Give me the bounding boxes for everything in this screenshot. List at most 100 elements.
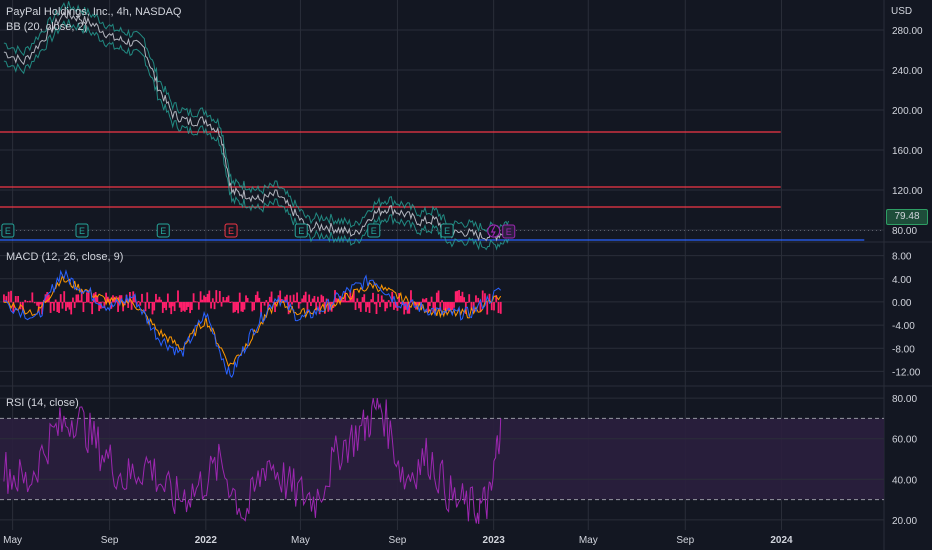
macd-histogram-bar <box>222 297 225 303</box>
macd-indicator-label[interactable]: MACD (12, 26, close, 9) <box>6 251 124 263</box>
macd-histogram-bar <box>453 301 455 308</box>
macd-histogram-bar <box>299 301 302 304</box>
macd-histogram-bar <box>240 301 243 312</box>
macd-histogram-bar <box>466 301 469 303</box>
macd-histogram-bar <box>161 301 164 313</box>
macd-histogram-bar <box>3 294 5 303</box>
macd-histogram-bar <box>112 295 114 303</box>
macd-histogram-bar <box>427 301 429 312</box>
macd-histogram-bar <box>230 301 233 303</box>
earnings-badge-box <box>294 223 308 238</box>
macd-histogram-bar <box>413 301 416 306</box>
macd-histogram-bar <box>79 300 81 303</box>
macd-tick-label: -8.00 <box>892 344 915 355</box>
macd-histogram-bar <box>449 301 452 311</box>
macd-histogram-bar <box>46 292 49 303</box>
macd-histogram-bar <box>459 295 462 303</box>
macd-histogram-bar <box>101 301 104 303</box>
macd-histogram-bar <box>218 291 221 303</box>
macd-histogram-bar <box>456 290 459 303</box>
macd-histogram-bar <box>446 301 449 310</box>
macd-histogram-bar <box>370 299 373 303</box>
macd-histogram-bar <box>59 294 62 303</box>
earnings-badge-text: E <box>506 227 512 237</box>
macd-histogram-bar <box>173 301 176 312</box>
macd-histogram-bar <box>105 292 108 303</box>
macd-histogram-bar <box>311 298 314 303</box>
macd-histogram-bar <box>192 293 195 303</box>
rsi-indicator-label[interactable]: RSI (14, close) <box>6 397 79 409</box>
x-tick-label: May <box>579 535 598 546</box>
macd-histogram-bar <box>406 301 409 314</box>
macd-histogram-bar <box>26 301 29 303</box>
macd-histogram-bar <box>289 295 292 303</box>
macd-histogram-bar <box>87 290 90 303</box>
earnings-badge[interactable]: E <box>156 223 170 238</box>
macd-histogram-bar <box>208 290 211 303</box>
earnings-badge[interactable]: E <box>1 223 15 238</box>
macd-histogram-bar <box>377 293 380 303</box>
macd-histogram-bar <box>245 295 247 303</box>
macd-histogram-bar <box>156 299 159 303</box>
macd-histogram-bar <box>113 298 116 303</box>
macd-histogram-bar <box>137 300 140 303</box>
earnings-badge[interactable]: E <box>367 223 381 238</box>
x-tick-label: Sep <box>101 535 119 546</box>
macd-histogram-bar <box>477 297 480 303</box>
earnings-badge[interactable]: E <box>224 223 238 238</box>
macd-tick-label: -12.00 <box>892 367 921 378</box>
macd-histogram-bar <box>94 291 97 303</box>
earnings-badge-box <box>75 223 89 238</box>
symbol-title: PayPal Holdings, Inc., 4h, NASDAQ <box>6 6 182 18</box>
macd-histogram-bar <box>296 292 298 303</box>
macd-line <box>3 269 502 378</box>
y-tick-label: 240.00 <box>892 66 923 77</box>
macd-histogram-bar <box>47 294 50 303</box>
macd-histogram-bar <box>313 295 316 303</box>
earnings-badge-upcoming[interactable]: E <box>502 224 516 239</box>
macd-histogram-bar <box>354 301 357 310</box>
earnings-badge-box <box>1 223 15 238</box>
bb-indicator-label[interactable]: BB (20, close, 2) <box>6 21 88 33</box>
macd-histogram-bar <box>232 301 235 313</box>
macd-histogram-bar <box>292 294 295 303</box>
earnings-badge[interactable]: E <box>294 223 308 238</box>
earnings-badge-box <box>440 223 454 238</box>
macd-histogram-bar <box>263 301 266 306</box>
macd-histogram-bar <box>475 295 477 303</box>
macd-histogram-bar <box>279 290 282 303</box>
macd-histogram-bar <box>225 297 228 303</box>
macd-histogram-bar <box>256 291 259 303</box>
earnings-badge[interactable]: E <box>75 223 89 238</box>
macd-histogram-bar <box>365 301 367 312</box>
macd-histogram-bar <box>384 301 387 312</box>
macd-histogram-bar <box>96 295 99 303</box>
macd-histogram-bar <box>36 301 38 306</box>
macd-histogram-bar <box>142 301 145 303</box>
macd-histogram-bar <box>180 301 183 312</box>
earnings-badge-text: E <box>298 226 304 236</box>
macd-histogram-bar <box>303 295 305 303</box>
macd-histogram-bar <box>172 301 174 307</box>
earnings-badge-box <box>224 223 238 238</box>
earnings-badge[interactable]: E <box>440 223 454 238</box>
macd-histogram-bar <box>421 298 424 303</box>
macd-histogram-bar <box>387 300 390 303</box>
macd-histogram-bar <box>153 301 156 311</box>
macd-histogram-bar <box>86 292 88 303</box>
macd-histogram-bar <box>249 301 252 303</box>
macd-histogram-bar <box>270 291 273 303</box>
rsi-band-fill <box>0 418 884 500</box>
macd-histogram-bar <box>146 292 149 303</box>
macd-histogram-bar <box>65 301 67 311</box>
macd-histogram-bar <box>268 296 271 303</box>
currency-label[interactable]: USD <box>891 6 913 17</box>
macd-histogram-bar <box>398 293 401 303</box>
dividend-event-icon[interactable] <box>487 224 501 238</box>
macd-histogram-bar <box>224 300 226 303</box>
earnings-badge-text: E <box>444 226 450 236</box>
macd-histogram-bar <box>246 297 249 303</box>
x-tick-label: Sep <box>389 535 407 546</box>
macd-histogram-bar <box>428 301 431 307</box>
